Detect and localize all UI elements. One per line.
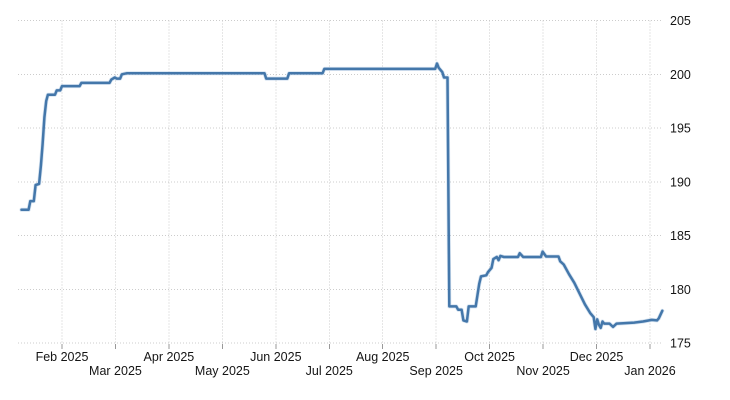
x-tick-label: May 2025 xyxy=(195,364,250,378)
x-tick-label: Jun 2025 xyxy=(250,350,301,364)
x-tick-label: Apr 2025 xyxy=(144,350,195,364)
horizontal-gridlines xyxy=(18,20,662,344)
x-tick-label: Dec 2025 xyxy=(570,350,624,364)
series-group xyxy=(19,61,665,331)
y-tick-label: 185 xyxy=(670,229,691,243)
x-tick-label: Sep 2025 xyxy=(409,364,463,378)
y-tick-label: 180 xyxy=(670,283,691,297)
y-tick-label: 175 xyxy=(670,337,691,351)
x-tick-label: Feb 2025 xyxy=(36,350,89,364)
x-tick-label: Aug 2025 xyxy=(356,350,410,364)
x-tick-label: Mar 2025 xyxy=(89,364,142,378)
x-tick-label: Nov 2025 xyxy=(516,364,570,378)
x-tick-label: Jan 2026 xyxy=(624,364,675,378)
y-axis-labels: 175 180 185 190 195 200 205 xyxy=(670,14,691,351)
y-tick-label: 190 xyxy=(670,175,691,189)
x-tick-label: Jul 2025 xyxy=(306,364,353,378)
x-tick-label: Oct 2025 xyxy=(464,350,515,364)
y-tick-label: 200 xyxy=(670,68,691,82)
series-line xyxy=(20,62,664,331)
x-axis-tick-marks xyxy=(61,344,651,349)
y-tick-label: 195 xyxy=(670,122,691,136)
y-tick-label: 205 xyxy=(670,14,691,28)
